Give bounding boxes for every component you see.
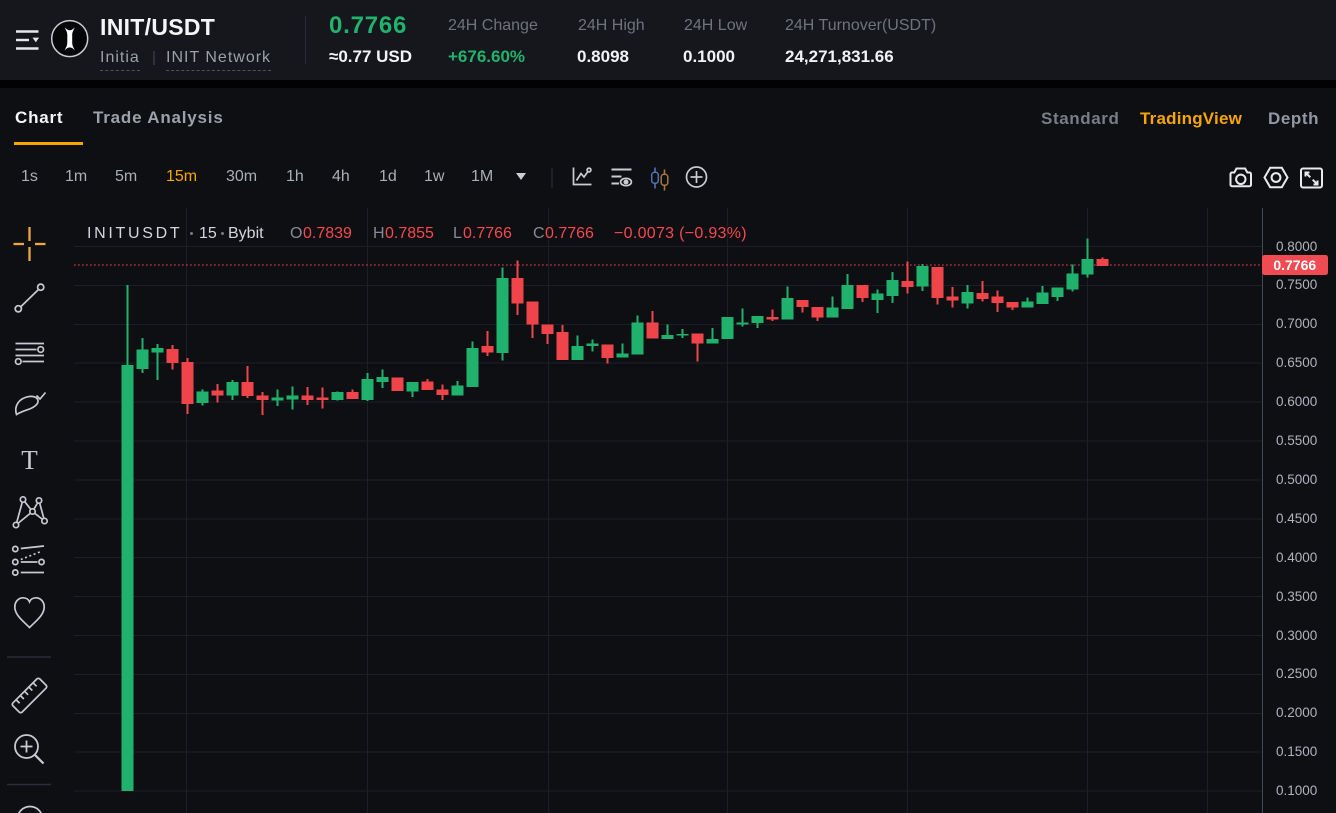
svg-text:T: T	[21, 445, 38, 475]
